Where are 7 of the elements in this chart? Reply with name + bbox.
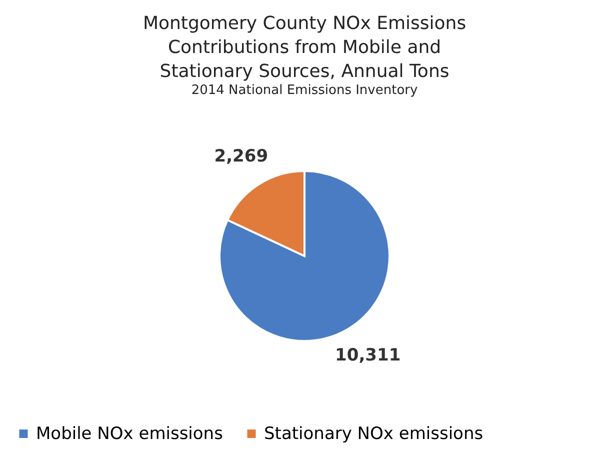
- data-label: 10,311: [335, 346, 401, 366]
- legend-label: Mobile NOx emissions: [36, 424, 224, 444]
- legend-label: Stationary NOx emissions: [264, 424, 484, 444]
- pie-slice: [218, 170, 390, 342]
- chart-subtitle: 2014 National Emissions Inventory: [191, 83, 418, 98]
- data-label: 2,269: [214, 146, 268, 166]
- chart-title: Montgomery County NOx Emissions Contributions from Mobile and Stationary Sources, Annual Tons: [142, 13, 466, 82]
